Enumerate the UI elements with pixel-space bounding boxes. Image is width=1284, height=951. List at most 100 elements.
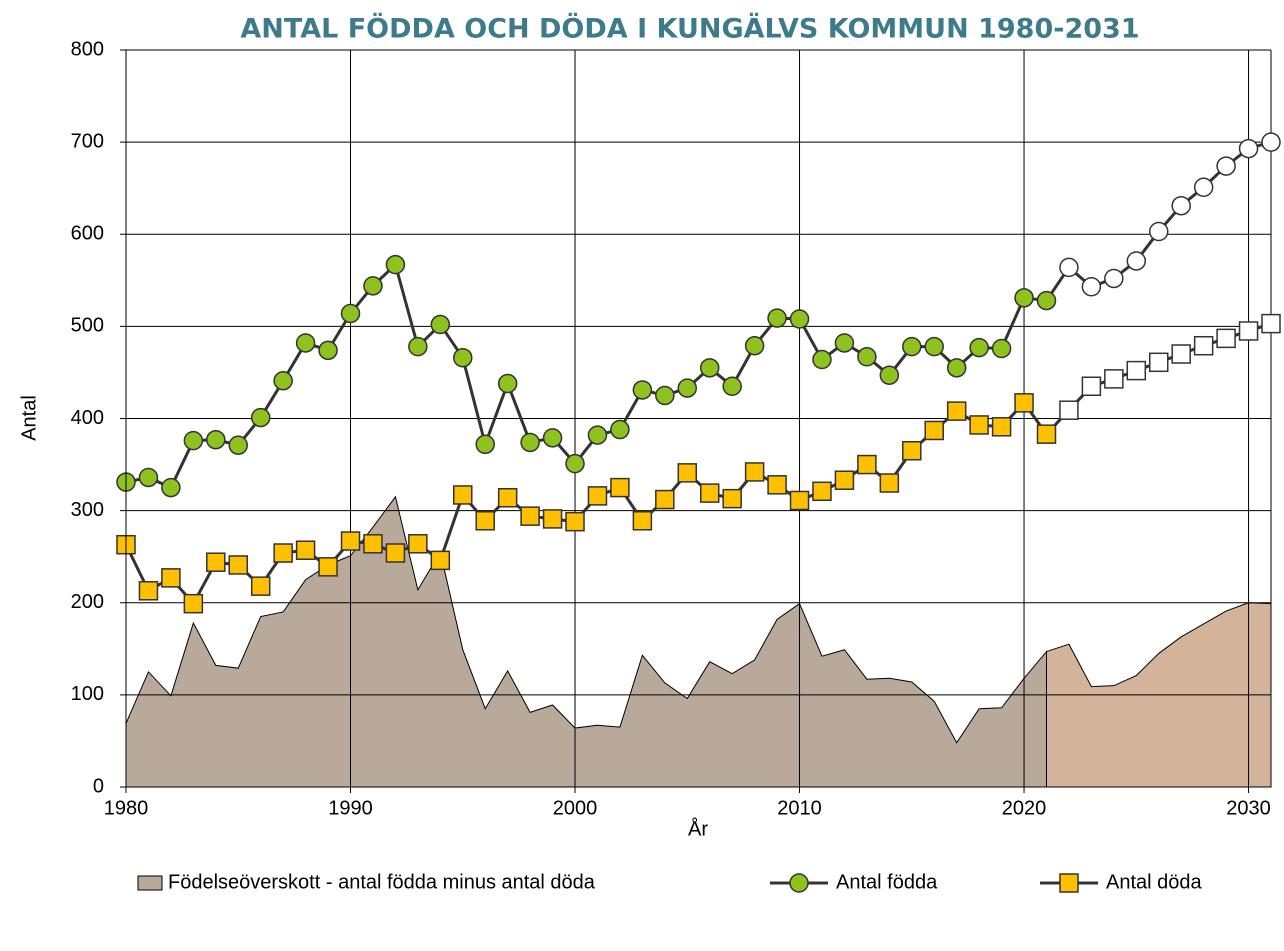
- marker: [677, 463, 698, 483]
- y-tick-label: 100: [71, 683, 104, 705]
- marker: [1216, 328, 1236, 349]
- marker: [385, 254, 406, 275]
- marker: [318, 557, 338, 577]
- marker: [744, 335, 765, 356]
- marker: [206, 429, 226, 450]
- marker: [542, 509, 563, 529]
- marker: [767, 308, 787, 328]
- marker: [834, 333, 855, 353]
- marker: [1171, 195, 1191, 216]
- marker: [497, 373, 518, 394]
- marker: [991, 417, 1012, 437]
- marker: [1261, 132, 1281, 152]
- legend-swatch: [137, 875, 163, 891]
- marker: [969, 337, 989, 358]
- marker: [1104, 369, 1124, 389]
- marker: [1126, 251, 1147, 271]
- marker: [722, 488, 742, 509]
- marker: [946, 401, 967, 421]
- marker: [879, 365, 900, 385]
- marker: [655, 385, 675, 406]
- marker: [340, 531, 361, 551]
- grid-layer: [125, 49, 1272, 788]
- legend-label: Antal födda: [836, 871, 938, 893]
- marker: [1014, 288, 1034, 308]
- x-axis-label: År: [688, 817, 708, 840]
- area: [125, 495, 1047, 788]
- chart-title: ANTAL FÖDDA OCH DÖDA I KUNGÄLVS KOMMUN 1…: [240, 12, 1139, 45]
- marker: [879, 473, 900, 493]
- area-layer: [125, 495, 1272, 788]
- marker: [273, 543, 293, 563]
- marker: [138, 581, 159, 601]
- marker: [363, 276, 383, 296]
- y-axis-label: Antal: [18, 395, 40, 441]
- marker: [789, 490, 810, 511]
- marker: [812, 481, 832, 502]
- marker: [565, 511, 585, 532]
- marker: [655, 489, 675, 510]
- marker: [1014, 393, 1034, 413]
- y-tick-label: 600: [71, 223, 104, 245]
- marker: [1104, 268, 1124, 289]
- marker: [1261, 313, 1281, 334]
- marker: [206, 552, 226, 572]
- marker: [430, 550, 451, 571]
- marker: [542, 428, 563, 448]
- marker: [1081, 277, 1102, 297]
- marker: [1036, 424, 1057, 444]
- marker: [969, 415, 989, 435]
- legend-marker: [789, 873, 809, 893]
- x-tick-label: 2010: [777, 797, 822, 819]
- marker: [744, 462, 765, 482]
- marker: [453, 485, 473, 505]
- marker: [767, 475, 787, 495]
- marks-layer: [116, 132, 1281, 614]
- marker: [1238, 321, 1259, 341]
- marker: [699, 483, 720, 503]
- marker: [318, 340, 338, 361]
- y-tick-label: 0: [93, 775, 104, 797]
- marker: [587, 425, 608, 445]
- marker: [677, 378, 698, 398]
- legend-label: Födelseöverskott - antal födda minus ant…: [168, 871, 596, 893]
- marker: [834, 470, 855, 490]
- marker: [632, 511, 653, 531]
- marker: [250, 576, 271, 596]
- line: [125, 140, 1272, 490]
- marker: [902, 336, 922, 357]
- marker: [497, 487, 518, 508]
- marker: [902, 440, 922, 461]
- y-tick-label: 800: [71, 38, 104, 60]
- marker: [1081, 376, 1102, 397]
- marker: [475, 511, 495, 531]
- marker: [587, 486, 608, 506]
- y-tick-label: 200: [71, 591, 104, 613]
- marker: [1171, 344, 1191, 364]
- marker: [1193, 335, 1214, 356]
- marker: [924, 420, 944, 441]
- y-tick-label: 400: [71, 407, 104, 429]
- marker: [363, 534, 383, 554]
- legend-label: Antal döda: [1106, 871, 1203, 893]
- x-tick-label: 1990: [328, 797, 373, 819]
- marker: [924, 336, 944, 357]
- marker: [812, 349, 832, 370]
- marker: [722, 376, 742, 397]
- marker: [1216, 156, 1236, 176]
- marker: [430, 314, 451, 335]
- marker: [408, 336, 428, 357]
- line: [124, 322, 1272, 607]
- marker: [1059, 257, 1079, 278]
- marker: [250, 407, 271, 428]
- axis-layer: 0 100 200 300 400 500 600 700 800 1980 1990 2000 201…: [71, 38, 1271, 819]
- marker: [857, 454, 877, 475]
- marker: [991, 338, 1012, 359]
- marker: [183, 593, 204, 614]
- marker: [1036, 290, 1057, 311]
- marker: [1059, 400, 1079, 420]
- x-tick-label: 2000: [553, 797, 598, 819]
- marker: [610, 477, 630, 498]
- x-tick-label: 1980: [104, 797, 149, 819]
- marker: [946, 358, 967, 378]
